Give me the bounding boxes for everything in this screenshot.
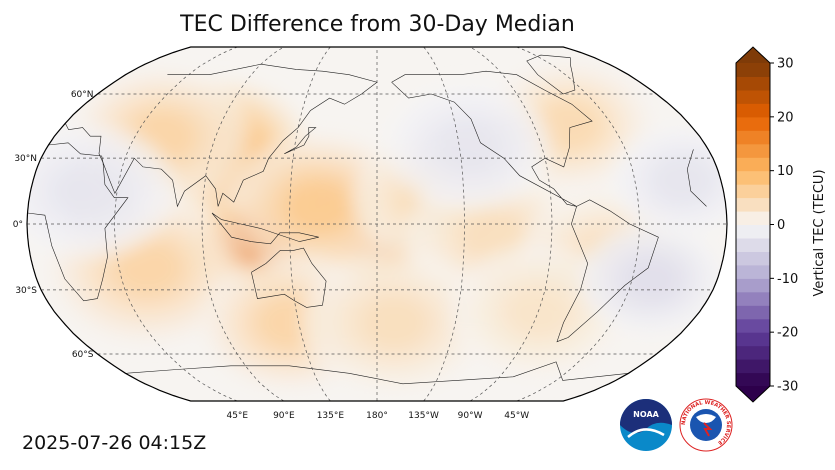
lat-label: 60°S <box>72 350 94 360</box>
colorbar-band <box>736 76 770 91</box>
colorbar-tick-label: 20 <box>777 110 794 125</box>
noaa-logo: NOAA <box>620 399 672 451</box>
timestamp: 2025-07-26 04:15Z <box>22 432 207 454</box>
lon-label: 90°E <box>273 411 295 421</box>
anomaly-blob-13 <box>539 103 598 148</box>
colorbar-band <box>736 359 770 374</box>
meridian-line <box>114 46 238 402</box>
colorbar-label: Vertical TEC (TECU) <box>812 169 827 296</box>
colorbar-band <box>736 89 770 104</box>
lat-label: 30°N <box>14 154 37 164</box>
coastline-1 <box>27 142 707 302</box>
nws-logo: NATIONAL WEATHER SERVICE <box>679 398 733 452</box>
anomaly-field <box>27 47 727 401</box>
colorbar-band <box>736 291 770 306</box>
map-title: TEC Difference from 30-Day Median <box>180 12 575 37</box>
coastline-7 <box>211 212 319 245</box>
anomaly-blob-16 <box>624 257 679 300</box>
graticule <box>27 46 727 402</box>
colorbar-tick-label: -20 <box>777 326 798 341</box>
colorbar-band <box>736 318 770 333</box>
colorbar-band <box>736 238 770 252</box>
colorbar-band <box>736 116 770 131</box>
colorbar-band <box>736 278 770 293</box>
anomaly-blob-14 <box>58 168 119 215</box>
coastline-6 <box>526 54 576 95</box>
anomaly-blob-17 <box>655 159 710 202</box>
colorbar-band <box>736 157 770 172</box>
coastline-8 <box>284 127 317 155</box>
coastline-4 <box>556 199 659 343</box>
colorbar-band <box>736 372 770 387</box>
colorbar-band <box>736 184 770 199</box>
coastline-0 <box>65 63 378 208</box>
colorbar-tick-label: -10 <box>777 272 798 287</box>
coastline-3 <box>391 70 593 207</box>
colorbar-band <box>736 224 770 239</box>
colorbar-band <box>736 332 770 347</box>
colorbar-tick-label: -30 <box>777 380 798 395</box>
colorbar-tick-label: 10 <box>777 164 794 179</box>
meridian-line <box>516 46 640 402</box>
coastlines <box>27 54 707 385</box>
lat-label: 30°S <box>15 286 37 296</box>
anomaly-blob-15 <box>439 124 498 170</box>
colorbar-band <box>736 63 770 77</box>
colorbar-band <box>736 103 770 118</box>
colorbar-band <box>736 251 770 266</box>
colorbar-extend-min <box>736 386 770 402</box>
coastline-5 <box>125 361 629 385</box>
lon-label: 90°W <box>458 411 483 421</box>
colorbar-band <box>736 345 770 360</box>
colorbar-extend-max <box>736 47 770 63</box>
noaa-logo-text: NOAA <box>633 410 659 419</box>
lat-label: 60°N <box>71 90 94 100</box>
lon-label: 135°W <box>408 411 439 421</box>
colorbar-band <box>736 130 770 145</box>
latitude-labels: 60°N 30°N 0° 30°S 60°S <box>13 90 94 360</box>
globe-outline <box>26 46 728 402</box>
colorbar-band <box>736 197 770 212</box>
colorbar-band <box>736 305 770 320</box>
colorbar-band <box>736 143 770 158</box>
colorbar-band <box>736 211 770 225</box>
coastline-2 <box>251 247 327 308</box>
anomaly-blob-10 <box>363 298 426 347</box>
colorbar-band <box>736 264 770 279</box>
longitude-labels: 45°E 90°E 135°E 180° 135°W 90°W 45°W <box>226 411 529 421</box>
lat-label: 0° <box>13 220 23 230</box>
anomaly-blob-8 <box>115 243 180 293</box>
colorbar-band <box>736 170 770 185</box>
colorbar: 30 20 10 0 -10 -20 -30 Vertical TEC (TECU) <box>735 46 827 403</box>
meridian-line <box>469 46 553 402</box>
anomaly-blob-6 <box>463 211 524 259</box>
anomaly-blob-4 <box>288 182 350 231</box>
lon-label: 45°E <box>226 411 248 421</box>
colorbar-tick-label: 30 <box>777 57 794 72</box>
lon-label: 45°W <box>504 411 529 421</box>
colorbar-tick-label: 0 <box>777 218 785 233</box>
lon-label: 180° <box>366 411 388 421</box>
lon-label: 135°E <box>317 411 345 421</box>
meridian-line <box>201 46 285 402</box>
